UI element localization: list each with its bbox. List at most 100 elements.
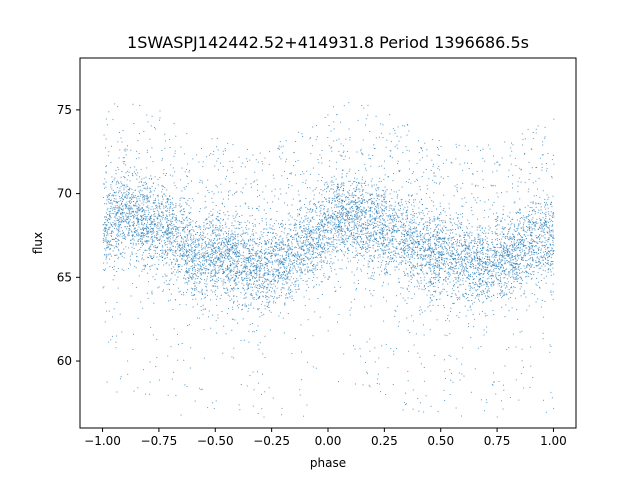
data-point bbox=[218, 242, 219, 244]
data-point bbox=[171, 213, 173, 215]
data-point bbox=[121, 235, 123, 237]
data-point bbox=[513, 247, 515, 249]
data-point bbox=[452, 218, 454, 220]
data-point bbox=[347, 204, 349, 205]
data-point bbox=[442, 288, 444, 290]
data-point bbox=[275, 220, 277, 222]
data-point bbox=[455, 243, 457, 245]
data-point bbox=[181, 190, 183, 192]
data-point bbox=[215, 229, 217, 231]
data-point bbox=[275, 271, 277, 273]
data-point bbox=[255, 284, 257, 286]
data-point bbox=[267, 296, 269, 298]
data-point bbox=[146, 206, 148, 208]
data-point bbox=[498, 265, 499, 267]
data-point bbox=[531, 242, 533, 244]
data-point bbox=[175, 252, 177, 254]
data-point bbox=[220, 218, 222, 220]
data-point bbox=[476, 254, 477, 256]
data-point bbox=[430, 238, 431, 240]
data-point bbox=[469, 249, 471, 251]
data-point bbox=[264, 269, 266, 271]
data-point bbox=[241, 261, 243, 263]
data-point bbox=[193, 294, 195, 296]
data-point bbox=[548, 230, 550, 232]
data-point bbox=[418, 265, 420, 267]
data-point bbox=[423, 380, 425, 382]
data-point bbox=[154, 213, 156, 215]
data-point bbox=[271, 266, 272, 268]
data-point bbox=[318, 162, 320, 164]
data-point bbox=[174, 299, 176, 301]
data-point bbox=[245, 262, 247, 264]
data-point bbox=[419, 313, 421, 315]
data-point bbox=[205, 223, 207, 225]
data-point bbox=[330, 188, 332, 190]
data-point bbox=[353, 232, 355, 234]
data-point bbox=[166, 237, 168, 239]
data-point bbox=[491, 239, 493, 240]
data-point bbox=[336, 250, 338, 251]
data-point bbox=[296, 220, 298, 222]
data-point bbox=[213, 260, 215, 262]
data-point bbox=[183, 227, 185, 229]
data-point bbox=[167, 232, 169, 234]
data-point bbox=[383, 253, 385, 255]
data-point bbox=[334, 196, 336, 198]
data-point bbox=[126, 218, 128, 220]
data-point bbox=[304, 233, 306, 235]
data-point bbox=[395, 252, 397, 254]
data-point bbox=[259, 251, 261, 253]
data-point bbox=[218, 267, 220, 269]
data-point bbox=[201, 243, 203, 245]
data-point bbox=[248, 250, 250, 252]
data-point bbox=[320, 281, 322, 283]
data-point bbox=[456, 187, 458, 188]
data-point bbox=[382, 223, 384, 225]
data-point bbox=[529, 273, 531, 275]
data-point bbox=[309, 201, 311, 203]
data-point bbox=[322, 215, 324, 217]
data-point bbox=[463, 250, 465, 252]
data-point bbox=[357, 216, 359, 218]
data-point bbox=[433, 236, 435, 237]
data-point bbox=[389, 248, 390, 250]
data-point bbox=[356, 209, 358, 211]
data-point bbox=[341, 259, 343, 261]
data-point bbox=[431, 235, 433, 237]
data-point bbox=[438, 272, 440, 274]
data-point bbox=[294, 252, 296, 254]
data-point bbox=[272, 249, 274, 251]
data-point bbox=[176, 235, 178, 237]
data-point bbox=[464, 258, 465, 260]
data-point bbox=[347, 191, 349, 193]
data-point bbox=[209, 224, 211, 226]
data-point bbox=[402, 151, 404, 153]
data-point bbox=[250, 302, 252, 304]
data-point bbox=[457, 226, 459, 228]
data-point bbox=[370, 234, 372, 236]
data-point bbox=[112, 279, 114, 281]
data-point bbox=[337, 201, 339, 203]
data-point bbox=[378, 217, 380, 219]
data-point bbox=[329, 238, 331, 240]
data-point bbox=[215, 275, 217, 277]
data-point bbox=[361, 212, 363, 214]
data-point bbox=[422, 246, 424, 248]
data-point bbox=[423, 367, 425, 368]
data-point bbox=[154, 127, 155, 129]
data-point bbox=[123, 257, 125, 259]
data-point bbox=[486, 402, 488, 404]
data-point bbox=[260, 292, 262, 294]
data-point bbox=[520, 168, 522, 170]
data-point bbox=[384, 194, 386, 196]
data-point bbox=[357, 119, 359, 121]
data-point bbox=[159, 236, 161, 238]
data-point bbox=[394, 132, 396, 134]
data-point bbox=[491, 266, 492, 268]
data-point bbox=[251, 263, 253, 265]
data-point bbox=[547, 239, 549, 241]
data-point bbox=[201, 180, 203, 182]
data-point bbox=[387, 219, 389, 221]
data-point bbox=[140, 301, 142, 303]
